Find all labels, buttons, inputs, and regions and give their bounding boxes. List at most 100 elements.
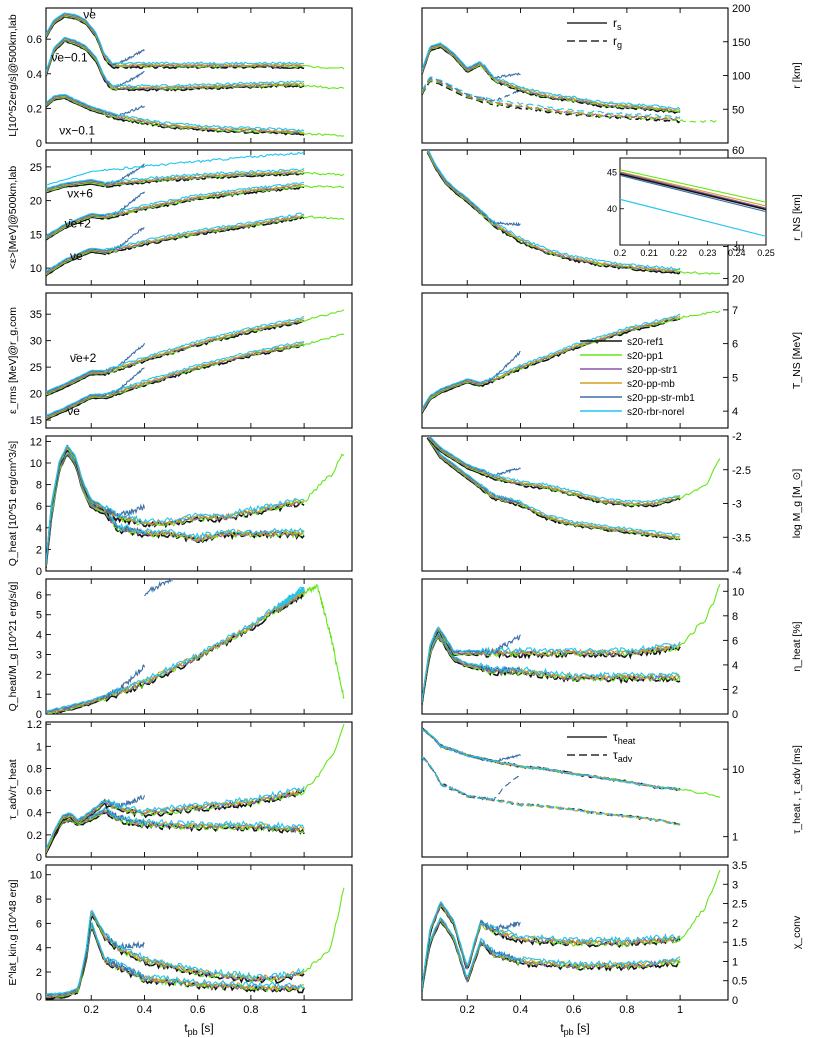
y-tick-label: 10: [30, 870, 42, 882]
inset-line-s20-pp-str1: [619, 171, 767, 209]
y-tick-label: 12: [30, 436, 42, 448]
series-annotation: νe: [70, 249, 83, 263]
series-line-s20-rbr-norel: [46, 909, 305, 996]
y-tick-label: -3.5: [732, 532, 751, 544]
inset-x-tick-label: 0.2: [614, 248, 627, 258]
y-axis-label: <ε>[MeV]@500km,lab: [7, 166, 19, 270]
series-line-s20-pp-mb: [46, 588, 305, 713]
line-style-label: τadv: [613, 748, 633, 764]
y-axis-label: ε_rms [MeV]@r_g,com: [7, 307, 19, 414]
series-line-s20-pp-mb: [422, 315, 681, 412]
panel-tns: 4 5 6 7 T_NS [MeV] s20-ref1 s20-pp1 s20-pp-str1…: [421, 292, 803, 429]
y-tick-label: 3.5: [732, 860, 747, 872]
y-tick-label: 2: [36, 967, 42, 979]
panel-frame: [421, 7, 729, 144]
series-line-s20-ref1: [46, 97, 305, 136]
inset-plot: 0.2 0.21 0.22 0.23 0.24 0.25 40 45: [607, 157, 775, 258]
series-line-s20-rbr-norel: [46, 168, 305, 190]
panel-qnorm: 0 1 2 3 4 5 6 Q_heat/M_g [10^21 erg/s/g]: [7, 578, 353, 721]
series-annotation: ν̄e+2: [70, 351, 97, 365]
series-line-s20-pp-mb: [422, 77, 681, 120]
inset-line-s20-pp1: [619, 169, 767, 203]
y-tick-label: -4: [732, 566, 742, 578]
y-tick-label: 0: [36, 852, 42, 864]
y-tick-label: -3: [732, 499, 742, 511]
series-line-s20-pp-str1: [46, 592, 299, 714]
series-line-s20-pp-str1: [422, 45, 676, 113]
series-group: [46, 723, 345, 855]
y-axis-label: τ_heat , τ_adv [ms]: [791, 745, 803, 834]
panel-mgain: -4 -3.5 -3 -2.5 -2 log M_g [M_⊙]: [421, 431, 803, 578]
series-group: [46, 579, 345, 714]
series-line-s20-pp-mb: [426, 150, 681, 272]
series-annotation: νe: [67, 404, 80, 418]
series-line-s20-pp-mb: [422, 727, 681, 792]
series-line-s20-rbr-norel: [46, 445, 305, 564]
panel-energy: 10 15 20 25 <ε>[MeV]@500km,lab νx+6 ν̄e+2 νe: [7, 149, 353, 286]
inset-x-tick-label: 0.25: [757, 248, 775, 258]
series-annotation: νx+6: [67, 186, 93, 200]
y-tick-label: 6: [36, 501, 42, 513]
series-line-s20-rbr-norel: [422, 901, 681, 987]
y-tick-label: 8: [36, 480, 42, 492]
series-line-s20-pp-mb: [422, 918, 681, 989]
y-axis-label: η_heat [%]: [791, 621, 803, 671]
series-group: [426, 436, 721, 541]
series-line-s20-pp-str-mb1: [422, 350, 521, 411]
panel-eta: 0 2 4 6 8 10 η_heat [%]: [421, 578, 803, 721]
y-tick-label: 3: [36, 649, 42, 661]
y-tick-label: 150: [732, 37, 750, 49]
series-line-s20-rbr-norel: [427, 150, 681, 270]
series-line-s20-pp-str-mb1: [422, 43, 521, 79]
series-line-s20-pp1: [422, 636, 681, 703]
y-tick-label: 4: [732, 406, 738, 418]
series-line-s20-pp1: [46, 887, 345, 999]
y-tick-label: 2: [36, 544, 42, 556]
series-line-s20-pp-mb: [46, 447, 305, 566]
y-tick-label: 0.6: [27, 34, 42, 46]
y-tick-label: 200: [732, 3, 750, 15]
series-line-s20-ref1: [422, 636, 681, 705]
panel-rns: 2030405060r_NS [km]0.20.210.220.230.240.…: [421, 145, 803, 286]
line-style-label: rs: [613, 16, 622, 32]
series-line-s20-pp1: [422, 756, 681, 826]
series-line-s20-rbr-norel: [422, 756, 681, 826]
y-tick-label: 0.8: [27, 763, 42, 775]
y-axis-label: log M_g [M_⊙]: [791, 469, 803, 539]
series-annotation: νx−0.1: [59, 123, 95, 137]
y-axis-label: χ_conv: [791, 915, 803, 949]
inset-line-s20-ref1: [619, 173, 767, 211]
series-line-s20-rbr-norel: [422, 728, 681, 791]
series-line-s20-rbr-norel: [428, 436, 681, 504]
series-line-s20-rbr-norel: [46, 181, 305, 236]
inset-line-s20-pp-str-mb1: [619, 174, 767, 213]
panel-frame: [45, 292, 353, 429]
legend-label: s20-pp-str-mb1: [627, 393, 695, 404]
panel-frame: [45, 149, 353, 286]
panel-frame: [45, 721, 353, 858]
series-line-s20-rbr-norel: [422, 42, 681, 110]
y-tick-label: 3: [732, 879, 738, 891]
series-line-s20-pp-str1: [46, 14, 299, 68]
legend-label: s20-pp-str1: [627, 365, 678, 376]
y-tick-label: 25: [30, 362, 42, 374]
line-style-label: rg: [613, 34, 622, 50]
panel-lum: 0 0.2 0.4 0.6 L[10^52erg/s]@500km,lab νe ν̄e−0…: [7, 7, 353, 150]
y-tick-label: 2.5: [732, 899, 747, 911]
y-tick-label: 10: [30, 458, 42, 470]
y-tick-label: 6: [732, 635, 738, 647]
panel-erms: 15 20 25 30 35 ε_rms [MeV]@r_g,com ν̄e+2 νe: [7, 292, 353, 429]
y-tick-label: 0: [36, 709, 42, 721]
series-line-s20-pp1: [422, 729, 721, 798]
series-line-s20-pp-mb: [426, 436, 681, 505]
y-tick-label: 1.5: [732, 937, 747, 949]
series-group: [422, 310, 721, 414]
y-tick-label: 15: [30, 229, 42, 241]
y-tick-label: 1.2: [27, 719, 42, 731]
series-line-s20-rbr-norel: [46, 12, 305, 65]
series-line-s20-rbr-norel: [46, 586, 305, 712]
y-tick-label: 10: [732, 586, 744, 598]
y-axis-label: Q_heat/M_g [10^21 erg/s/g]: [7, 581, 19, 711]
inset-x-tick-label: 0.24: [728, 248, 746, 258]
